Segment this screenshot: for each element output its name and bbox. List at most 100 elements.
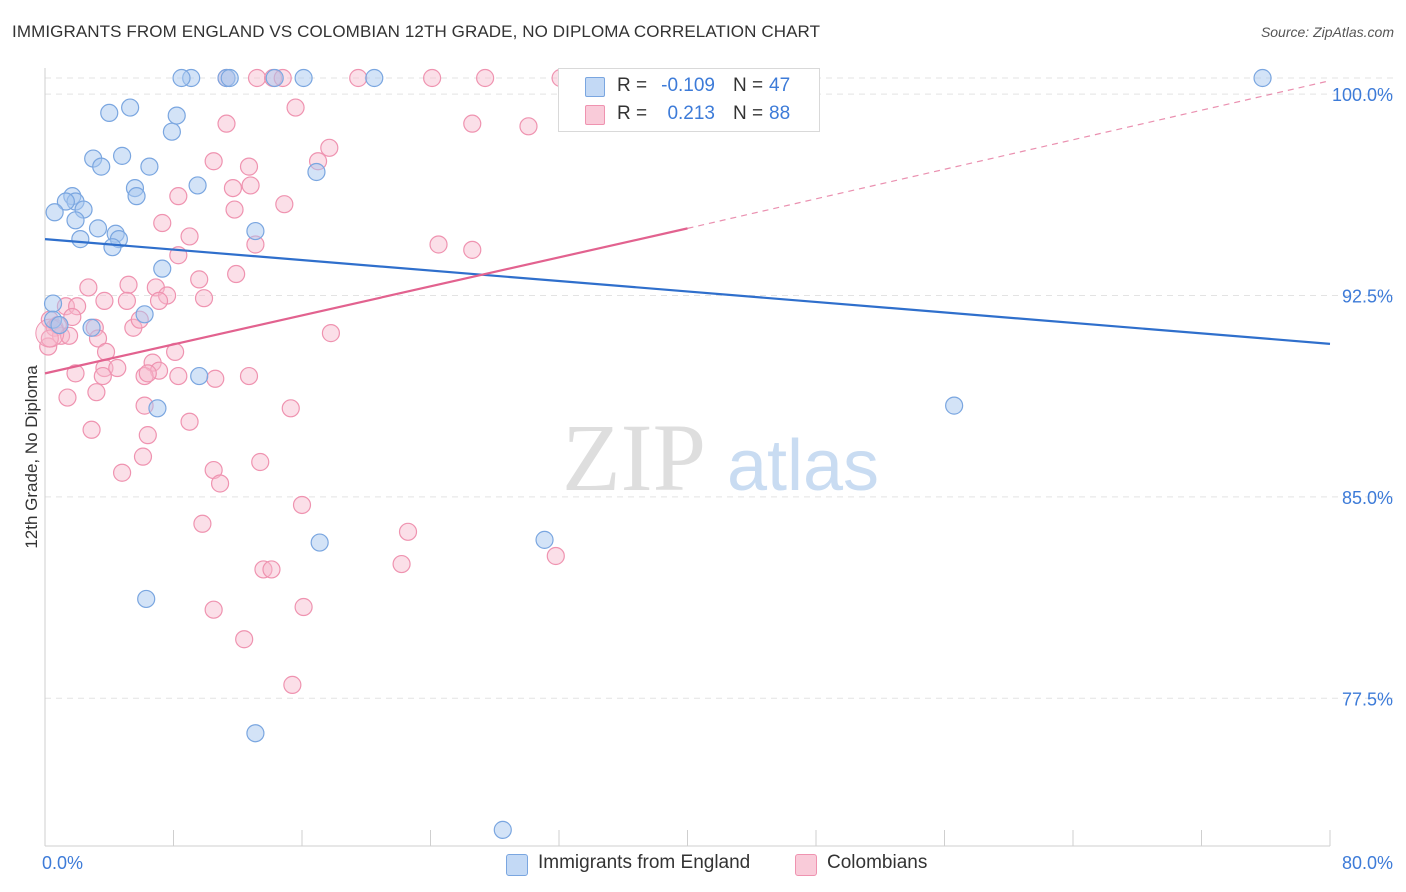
x-tick-label: 80.0% — [1342, 853, 1393, 873]
england-point — [71, 230, 90, 249]
colombian-point — [217, 114, 236, 133]
colombian-point — [463, 240, 482, 259]
england-point — [535, 530, 554, 549]
england-point — [246, 724, 265, 743]
england-point — [103, 238, 122, 257]
colombian-point — [281, 399, 300, 418]
england-point — [88, 219, 108, 238]
colombian-point — [169, 187, 188, 206]
england-point — [307, 162, 326, 182]
colombian-point — [138, 364, 157, 383]
colombian-point — [210, 474, 230, 493]
watermark-zip: ZIP — [562, 404, 706, 511]
colombian-point — [117, 291, 137, 310]
colombian-point — [283, 675, 302, 694]
england-point — [112, 146, 132, 165]
colombian-point — [68, 297, 87, 316]
colombian-point — [206, 369, 225, 388]
colombian-point — [82, 420, 101, 439]
n-label: N = — [733, 75, 764, 96]
watermark-atlas: atlas — [727, 426, 879, 506]
colombian-point — [349, 68, 368, 88]
england-point — [121, 98, 140, 117]
colombian-point — [204, 152, 223, 171]
colombian-point — [275, 195, 294, 214]
colombians-legend-swatch — [795, 854, 817, 876]
colombian-point — [239, 157, 259, 176]
x-tick-label: 0.0% — [42, 853, 83, 873]
y-tick-label: 100.0% — [1332, 85, 1393, 105]
england-point — [493, 820, 512, 839]
colombian-point — [138, 426, 157, 445]
colombian-point — [429, 235, 448, 254]
colombian-point — [66, 364, 85, 383]
england-point — [43, 294, 63, 313]
colombian-point — [190, 270, 209, 289]
colombian-point — [392, 554, 411, 574]
england-point — [56, 192, 75, 211]
axis-labels: 77.5% 85.0% 92.5% 100.0% 0.0% 80.0% 12th Grade… — [22, 85, 1393, 873]
n-value: 47 — [769, 75, 791, 96]
colombian-point — [63, 307, 82, 327]
england-point — [148, 399, 167, 418]
colombian-point — [225, 200, 244, 219]
legend-row-england: R = -0.109 N = 47 — [559, 73, 819, 101]
england-point — [140, 157, 159, 176]
colombian-point — [204, 600, 223, 619]
england-point — [172, 68, 191, 88]
colombian-point — [546, 546, 565, 566]
england-point — [82, 318, 101, 337]
colombian-point — [320, 138, 339, 157]
colombian-point — [119, 275, 138, 294]
colombian-point — [133, 447, 153, 466]
r-value: 0.213 — [667, 103, 715, 124]
england-legend-swatch — [506, 854, 528, 876]
england-point — [265, 68, 284, 88]
colombian-point — [194, 289, 214, 308]
england-point — [220, 68, 239, 88]
colombian-point — [223, 178, 243, 198]
chart-title: IMMIGRANTS FROM ENGLAND VS COLOMBIAN 12T… — [12, 22, 821, 41]
colombian-point — [93, 366, 112, 386]
colombian-point — [476, 68, 495, 88]
axes — [44, 68, 1331, 847]
colombian-point — [79, 278, 98, 297]
watermark: ZIP atlas — [562, 404, 879, 511]
colombian-point — [153, 213, 172, 233]
colombian-point — [135, 366, 154, 386]
england-point — [365, 68, 384, 88]
colombians-swatch — [585, 105, 605, 125]
england-point — [137, 589, 156, 609]
england-point — [162, 122, 181, 141]
colombian-point — [169, 366, 188, 386]
colombian-point — [193, 514, 212, 533]
england-point — [135, 305, 154, 324]
n-label: N = — [733, 103, 764, 124]
colombian-point — [519, 117, 538, 136]
england-point — [1253, 68, 1272, 88]
trend-lines — [44, 80, 1331, 375]
y-tick-label: 92.5% — [1342, 287, 1393, 307]
colombian-point — [227, 264, 246, 284]
england-swatch — [585, 77, 605, 97]
colombian-trend-line — [44, 227, 688, 375]
england-point — [127, 187, 146, 206]
colombians-legend-label: Colombians — [827, 852, 928, 873]
england-point — [310, 533, 329, 552]
legend-row-colombians: R = 0.213 N = 88 — [559, 101, 819, 129]
colombian-point — [180, 412, 199, 431]
y-tick-label: 85.0% — [1342, 488, 1393, 508]
colombian-point — [87, 383, 106, 402]
y-axis-label: 12th Grade, No Diploma — [22, 365, 41, 549]
colombian-point — [292, 495, 312, 515]
england-point — [246, 221, 265, 241]
colombian-point — [262, 560, 281, 579]
england-point — [153, 259, 172, 278]
colombian-point — [294, 597, 313, 617]
colombian-point — [95, 291, 114, 310]
colombian-point — [241, 176, 260, 195]
england-point — [167, 106, 186, 125]
england-point — [92, 157, 111, 176]
colombian-point — [180, 227, 199, 246]
colombian-point — [321, 324, 341, 343]
